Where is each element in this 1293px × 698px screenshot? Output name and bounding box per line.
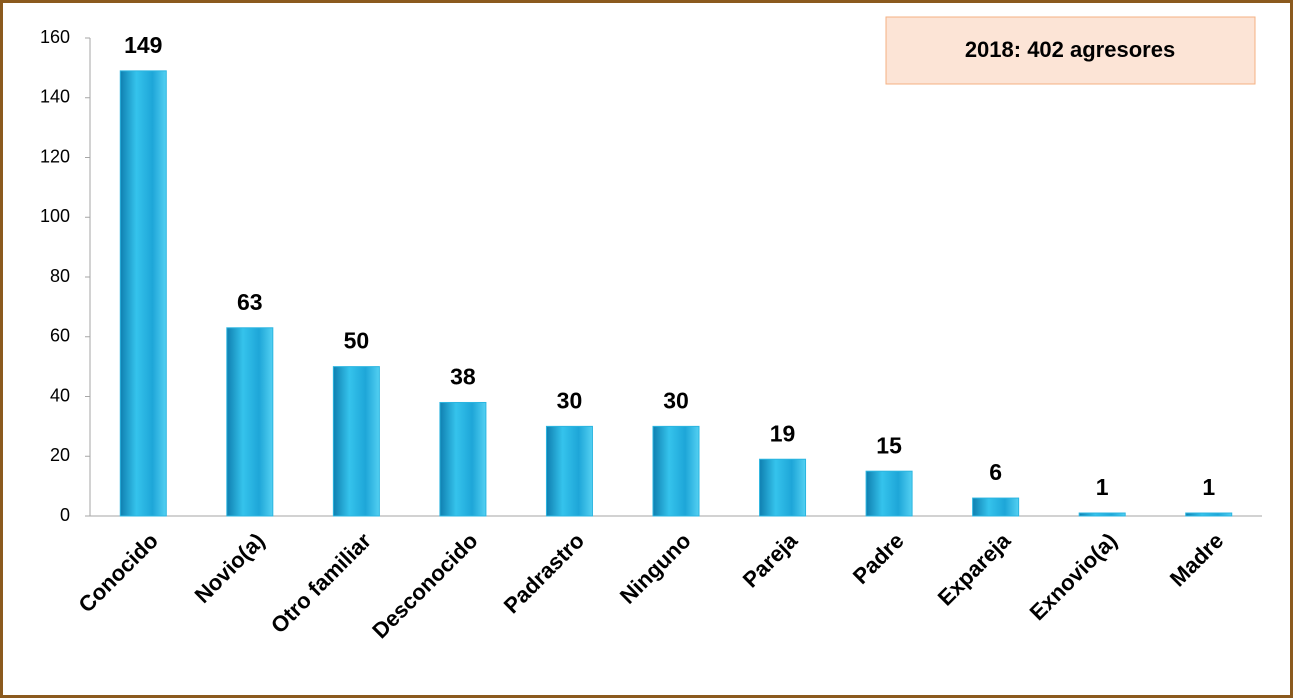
bar <box>119 70 167 517</box>
y-tick-label: 160 <box>40 27 70 47</box>
value-label: 63 <box>237 289 263 315</box>
y-tick-label: 80 <box>50 266 70 286</box>
y-tick-label: 60 <box>50 326 70 346</box>
bar <box>332 366 380 517</box>
y-tick-label: 100 <box>40 206 70 226</box>
bar <box>545 425 593 517</box>
y-tick-label: 120 <box>40 146 70 166</box>
value-label: 19 <box>770 420 796 446</box>
y-tick-label: 0 <box>60 505 70 525</box>
value-label: 30 <box>557 387 583 413</box>
value-label: 30 <box>663 387 689 413</box>
bar <box>439 401 487 517</box>
value-label: 149 <box>124 32 162 58</box>
bar <box>1185 512 1233 517</box>
y-tick-label: 40 <box>50 385 70 405</box>
value-label: 38 <box>450 364 476 390</box>
bar <box>865 470 913 517</box>
bar <box>759 458 807 517</box>
annotation: 2018: 402 agresores <box>965 37 1175 62</box>
bar <box>972 497 1020 517</box>
annotation-box <box>885 16 1256 85</box>
value-label: 15 <box>876 432 902 458</box>
y-tick-label: 20 <box>50 445 70 465</box>
y-tick-label: 140 <box>40 87 70 107</box>
bar <box>1078 512 1126 517</box>
bar <box>226 327 274 517</box>
bar <box>652 425 700 517</box>
value-label: 1 <box>1202 474 1215 500</box>
value-label: 50 <box>344 328 370 354</box>
value-label: 6 <box>989 459 1002 485</box>
value-label: 1 <box>1096 474 1109 500</box>
